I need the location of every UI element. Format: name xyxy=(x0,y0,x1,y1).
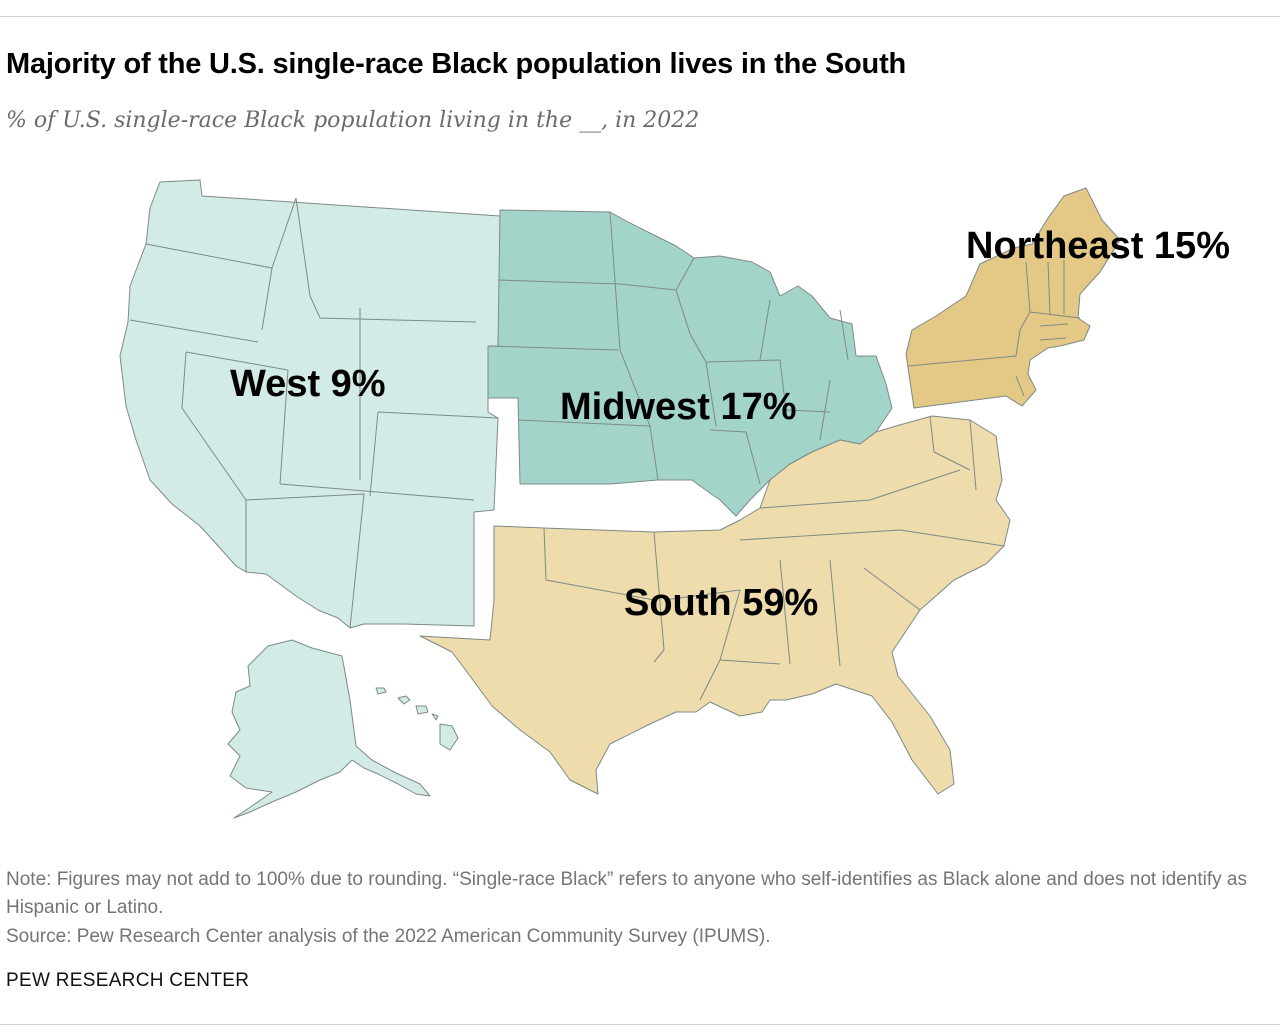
region-midwest xyxy=(487,209,893,517)
chart-source: Source: Pew Research Center analysis of … xyxy=(6,926,771,947)
hawaii-islands xyxy=(375,687,459,751)
top-rule xyxy=(0,16,1280,17)
midwest-state-lines xyxy=(487,211,849,485)
chart-note: Note: Figures may not add to 100% due to… xyxy=(6,869,1247,918)
brand-footer: PEW RESEARCH CENTER xyxy=(6,970,250,991)
us-regions-map: West 9% Midwest 17% South 59% Northeast … xyxy=(119,179,1230,819)
northeast-state-lines xyxy=(907,260,1081,397)
south-state-lines xyxy=(543,415,1005,701)
bottom-rule xyxy=(0,1024,1280,1025)
west-shape xyxy=(119,179,501,629)
northeast-shape xyxy=(905,187,1121,409)
region-label-northeast: Northeast 15% xyxy=(966,225,1230,267)
region-label-south: South 59% xyxy=(624,582,818,624)
west-state-lines xyxy=(129,197,499,629)
region-northeast xyxy=(905,187,1121,409)
alaska-shape xyxy=(227,639,431,819)
chart-title: Majority of the U.S. single-race Black p… xyxy=(6,48,907,80)
south-shape xyxy=(419,415,1011,795)
region-west xyxy=(119,179,501,819)
region-label-midwest: Midwest 17% xyxy=(560,386,797,428)
region-label-west: West 9% xyxy=(230,363,386,405)
region-south xyxy=(419,415,1011,795)
chart-subtitle: % of U.S. single-race Black population l… xyxy=(6,108,700,133)
